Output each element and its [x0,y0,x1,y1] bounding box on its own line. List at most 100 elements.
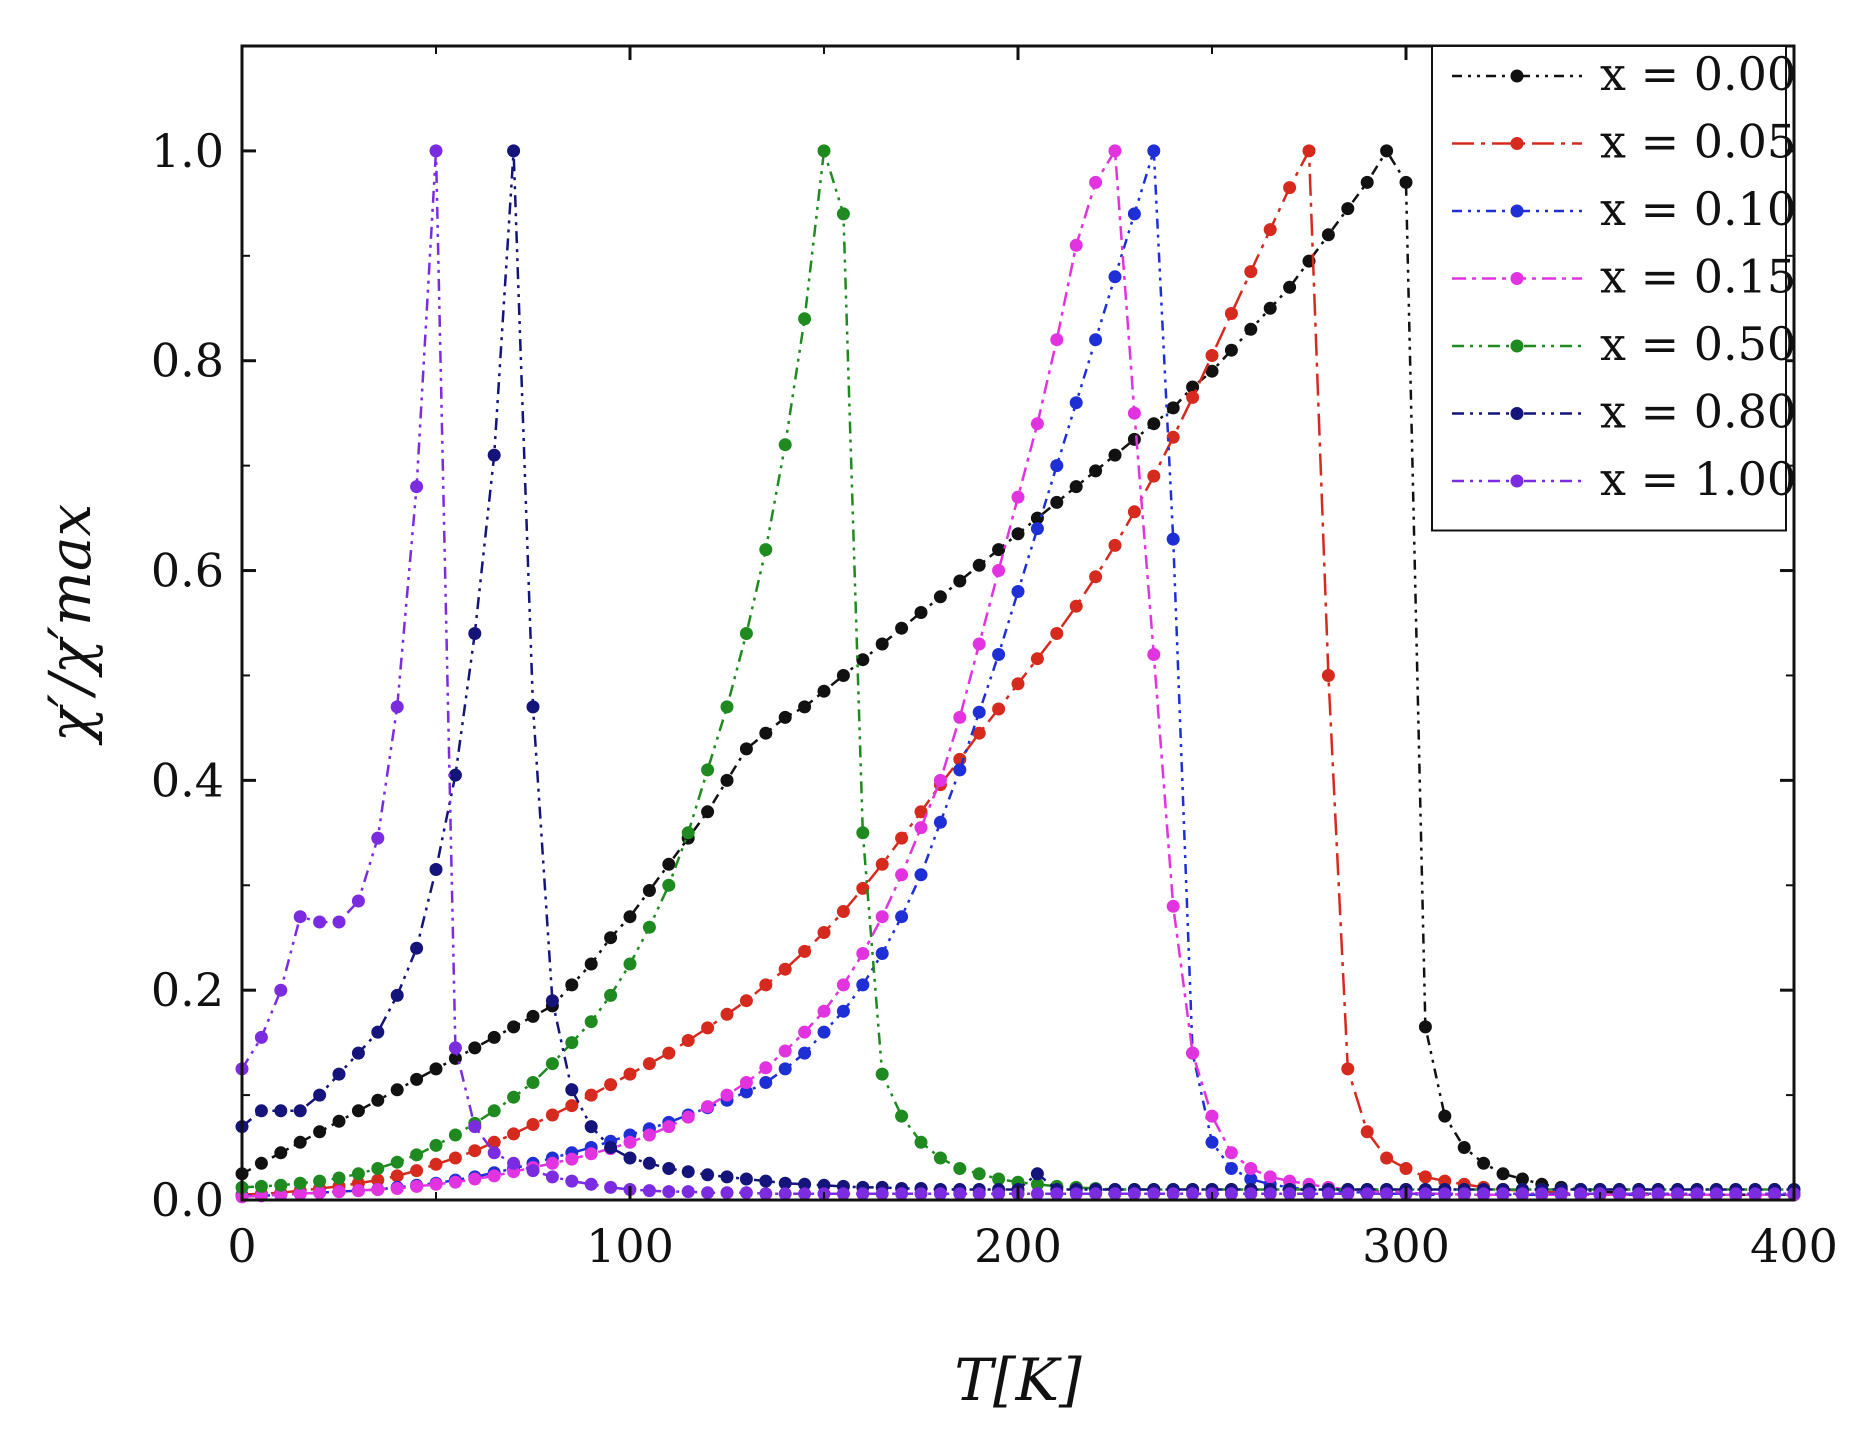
data-point [1108,270,1122,284]
data-point [798,1177,812,1191]
data-point [371,1162,385,1175]
data-point [778,962,792,976]
data-point [545,994,559,1008]
data-point [293,1135,307,1149]
data-point [1729,1187,1743,1201]
data-point [429,863,443,876]
data-point [1069,396,1083,410]
legend-item: x = 0.50 [1452,317,1796,371]
data-point [1127,432,1141,446]
x-tick-label: 300 [1362,1219,1450,1273]
data-point [778,1062,792,1076]
data-point [1244,1172,1258,1186]
data-point [836,669,850,682]
data-point [798,1046,812,1060]
data-point [642,1184,656,1198]
data-point [1399,1162,1413,1175]
data-point [584,1015,598,1029]
data-point [1263,1170,1277,1184]
data-point [642,920,656,934]
data-point [953,1162,967,1175]
data-point [332,1185,346,1199]
data-point [1283,181,1297,195]
data-point [526,1118,540,1131]
data-point [798,312,812,326]
legend-label: x = 0.05 [1600,115,1796,169]
data-point [1050,459,1064,473]
data-point [448,1041,462,1055]
data-point [895,910,909,924]
data-point [914,805,928,819]
data-point [953,710,967,724]
data-point [933,773,947,787]
data-point [313,915,327,929]
data-point [274,1178,288,1192]
data-point [642,884,656,897]
data-point [332,1171,346,1185]
data-point [992,702,1006,716]
data-point [1011,677,1025,691]
data-point [972,637,986,651]
data-point [778,1187,792,1201]
data-point [798,700,812,714]
y-tick-label: 0.4 [151,753,224,807]
data-point [972,705,986,719]
data-point [1166,899,1180,913]
data-point [1205,1135,1219,1149]
data-point [1030,522,1044,536]
data-point [565,1083,579,1097]
data-point [1186,1046,1200,1060]
data-point [254,1179,268,1193]
data-point [1612,1187,1626,1201]
data-point [623,1135,637,1149]
data-point [1690,1187,1704,1201]
data-point [448,1128,462,1142]
data-point [1477,1187,1491,1201]
data-point [817,1025,831,1039]
data-point [701,1168,715,1182]
data-point [1768,1187,1782,1201]
data-point [507,144,521,158]
data-point [468,1041,482,1055]
data-point [778,1176,792,1190]
data-point [274,983,288,997]
data-point [933,1151,947,1165]
data-point [545,1170,559,1184]
data-point [526,1009,540,1023]
data-point [371,1093,385,1107]
data-point [1263,1187,1277,1201]
data-point [642,1128,656,1142]
data-point [1457,1187,1471,1201]
data-point [1127,207,1141,221]
data-point [604,1078,618,1092]
data-point [429,144,443,158]
x-axis: 0 100 200 300 400 [227,46,1838,1273]
data-point [759,543,773,557]
data-point [313,1186,327,1200]
y-tick-label: 0.8 [151,334,224,388]
data-point [1186,1187,1200,1201]
data-point [545,1156,559,1170]
data-point [565,1152,579,1166]
y-axis-title: χ′/χ′max [36,504,104,746]
y-tick-label: 1.0 [151,124,224,178]
data-point [836,1187,850,1201]
data-point [1341,1187,1355,1201]
data-point [817,926,831,939]
data-point [992,564,1006,577]
data-point [429,1157,443,1171]
data-point [293,910,307,924]
data-point [895,621,909,635]
data-point [604,988,618,1002]
data-point [1089,333,1103,347]
data-point [1515,1187,1529,1201]
legend-marker [1510,137,1524,150]
data-point [1321,1187,1335,1201]
data-point [1244,265,1258,279]
data-point [739,1085,753,1099]
data-point [1030,652,1044,666]
data-point [1166,430,1180,444]
data-point [1302,144,1316,158]
data-point [293,1104,307,1118]
